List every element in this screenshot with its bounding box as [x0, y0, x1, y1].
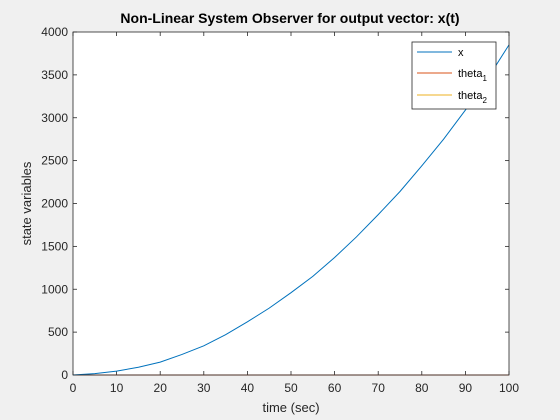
y-tick-label: 3000 [41, 111, 68, 125]
legend-label: x [458, 47, 464, 59]
y-tick-label: 0 [61, 368, 68, 382]
y-tick-label: 2500 [41, 154, 68, 168]
legend-label-text: theta [458, 68, 483, 80]
y-axis-ticks: 0 500 1000 1500 2000 2500 3000 3500 4000 [41, 25, 509, 382]
y-tick-label: 4000 [41, 25, 68, 39]
x-tick-label: 0 [70, 381, 77, 395]
legend-box [411, 41, 497, 110]
y-tick-label: 1000 [41, 282, 68, 296]
x-tick-label: 30 [197, 381, 211, 395]
x-tick-label: 90 [459, 381, 473, 395]
x-tick-label: 80 [415, 381, 429, 395]
legend-label: theta2 [458, 90, 487, 105]
y-axis-label: state variables [19, 161, 34, 245]
y-tick-label: 3500 [41, 68, 68, 82]
legend-label-subscript: 1 [482, 74, 487, 83]
legend-label-subscript: 2 [482, 96, 487, 105]
x-axis-ticks: 0 10 20 30 40 50 60 70 80 90 100 [70, 32, 519, 395]
y-tick-label: 500 [48, 325, 68, 339]
series-line-x [72, 44, 510, 376]
x-tick-label: 100 [499, 381, 519, 395]
x-tick-label: 20 [154, 381, 168, 395]
x-axis-label: time (sec) [262, 400, 319, 415]
plot-frame [72, 31, 510, 376]
legend-label: theta1 [458, 68, 487, 83]
x-tick-label: 50 [284, 381, 298, 395]
x-tick-label: 10 [110, 381, 124, 395]
y-tick-label: 1500 [41, 239, 68, 253]
x-tick-label: 60 [328, 381, 342, 395]
y-tick-label: 2000 [41, 197, 68, 211]
x-tick-label: 40 [241, 381, 255, 395]
x-tick-label: 70 [372, 381, 386, 395]
legend-label-text: theta [458, 90, 483, 102]
legend-label-text: x [458, 47, 464, 59]
chart-title: Non-Linear System Observer for output ve… [120, 10, 459, 26]
